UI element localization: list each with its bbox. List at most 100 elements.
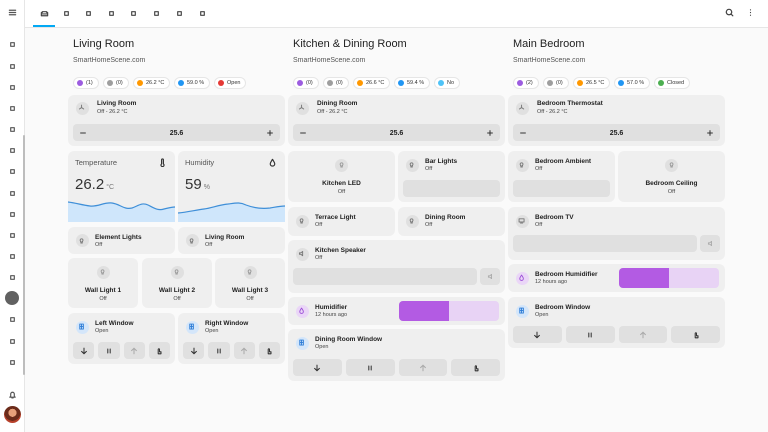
menu-button[interactable]	[8, 8, 17, 17]
tile-state: Off	[667, 189, 676, 195]
tile-state: Open	[315, 344, 329, 350]
tile-name: Bedroom Ambient	[535, 158, 592, 165]
cover-button[interactable]	[98, 342, 120, 359]
sidebar-icon[interactable]	[8, 125, 17, 134]
sensor-value: 59	[185, 176, 202, 193]
tile-state: 12 hours ago	[535, 279, 568, 285]
badge[interactable]: (0)	[103, 77, 129, 89]
cover-button[interactable]	[208, 342, 230, 359]
tile-name: Kitchen LED	[322, 180, 361, 187]
sidebar-icon[interactable]	[8, 83, 17, 92]
tile-icon	[295, 247, 309, 261]
badge[interactable]: Closed	[654, 77, 691, 89]
brightness-slider[interactable]	[403, 180, 500, 197]
badge-label: 26.5 °C	[586, 80, 605, 86]
tile-icon	[335, 158, 348, 172]
sidebar-icon[interactable]	[8, 167, 17, 176]
decrease-button[interactable]	[299, 129, 307, 137]
badge-label: (0)	[306, 80, 313, 86]
view-tab-icon[interactable]	[129, 9, 138, 18]
mute-button[interactable]	[480, 268, 500, 285]
thermostat-icon-glyph	[519, 105, 525, 110]
decrease-button[interactable]	[519, 129, 527, 137]
notifications-button[interactable]	[8, 390, 17, 399]
increase-button[interactable]	[486, 129, 494, 137]
badge[interactable]: 26.2 °C	[133, 77, 171, 89]
badge[interactable]: 57.0 %	[614, 77, 651, 89]
sidebar-icon[interactable]	[8, 315, 17, 324]
increase-button[interactable]	[706, 129, 714, 137]
sidebar-icon[interactable]	[8, 62, 17, 71]
tile-state: 12 hours ago	[315, 312, 348, 318]
sidebar-icon[interactable]	[8, 358, 17, 367]
badge[interactable]: (1)	[73, 77, 99, 89]
sidebar-icon[interactable]	[8, 146, 17, 155]
cover-button-glyph	[534, 331, 541, 338]
view-tab-icon[interactable]	[62, 9, 71, 18]
sensor-unit: %	[203, 184, 210, 191]
tile-state: Off	[173, 296, 181, 302]
overflow-menu-button[interactable]	[746, 8, 755, 17]
tile-icon-glyph	[339, 162, 344, 168]
user-avatar[interactable]	[4, 406, 21, 423]
tile-icon-glyph	[80, 238, 84, 244]
badge[interactable]: 26.5 °C	[573, 77, 611, 89]
mute-button[interactable]	[700, 235, 720, 252]
badge[interactable]: (0)	[323, 77, 349, 89]
tile-name: Bedroom Window	[535, 304, 591, 311]
badge-label: (0)	[556, 80, 563, 86]
cover-button-glyph	[588, 331, 592, 338]
badge[interactable]: (0)	[543, 77, 569, 89]
decrease-button[interactable]	[79, 129, 87, 137]
badge[interactable]: 26.6 °C	[353, 77, 391, 89]
tile-name: Living Room	[205, 233, 245, 241]
badge-icon	[398, 80, 404, 86]
view-tab-icon[interactable]	[175, 9, 184, 18]
mute-glyph	[707, 240, 712, 247]
tile-icon-glyph	[410, 162, 414, 168]
badge[interactable]: 59.0 %	[174, 77, 211, 89]
badge-label: Closed	[667, 80, 685, 86]
brightness-slider[interactable]	[513, 180, 610, 197]
view-tab-icon[interactable]	[40, 9, 49, 18]
view-tab-icon[interactable]	[152, 9, 161, 18]
badge-icon	[107, 80, 113, 86]
search-button[interactable]	[725, 8, 734, 17]
sidebar-active[interactable]	[5, 291, 19, 305]
view-tab-icon[interactable]	[107, 9, 116, 18]
sidebar-icon[interactable]	[8, 40, 17, 49]
sidebar-icon[interactable]	[8, 231, 17, 240]
sidebar-icon[interactable]	[8, 189, 17, 198]
badge[interactable]: 59.4 %	[394, 77, 431, 89]
room-subtitle: SmartHomeScene.com	[513, 57, 586, 64]
badge[interactable]: Open	[214, 77, 247, 89]
cover-button-glyph	[474, 364, 479, 371]
volume-slider[interactable]	[293, 268, 477, 285]
view-tab-icon[interactable]	[198, 9, 207, 18]
sidebar-icon[interactable]	[8, 210, 17, 219]
tile-icon	[405, 214, 419, 228]
view-tab-icon[interactable]	[84, 9, 93, 18]
badge[interactable]: No	[434, 77, 461, 89]
cover-button-glyph	[419, 364, 426, 371]
sidebar-icon[interactable]	[8, 273, 17, 282]
tile-icon-glyph	[190, 238, 194, 244]
thermostat-icon-glyph	[299, 105, 305, 110]
volume-slider[interactable]	[513, 235, 697, 252]
badge-icon	[438, 80, 444, 86]
cover-button[interactable]	[345, 359, 395, 376]
tile-icon-glyph	[248, 269, 252, 275]
badge[interactable]: (0)	[293, 77, 319, 89]
cover-button[interactable]	[565, 326, 615, 343]
badge[interactable]: (2)	[513, 77, 539, 89]
tile-icon	[295, 304, 309, 318]
increase-button[interactable]	[266, 129, 274, 137]
badge-icon	[218, 80, 224, 86]
tile-icon-glyph	[669, 162, 674, 168]
sidebar-icon[interactable]	[8, 252, 17, 261]
cover-button-glyph	[131, 347, 138, 354]
sidebar-icon[interactable]	[8, 104, 17, 113]
thermostat-name: Dining Room	[317, 100, 358, 107]
badge-label: 57.0 %	[627, 80, 645, 86]
sidebar-icon[interactable]	[8, 337, 17, 346]
